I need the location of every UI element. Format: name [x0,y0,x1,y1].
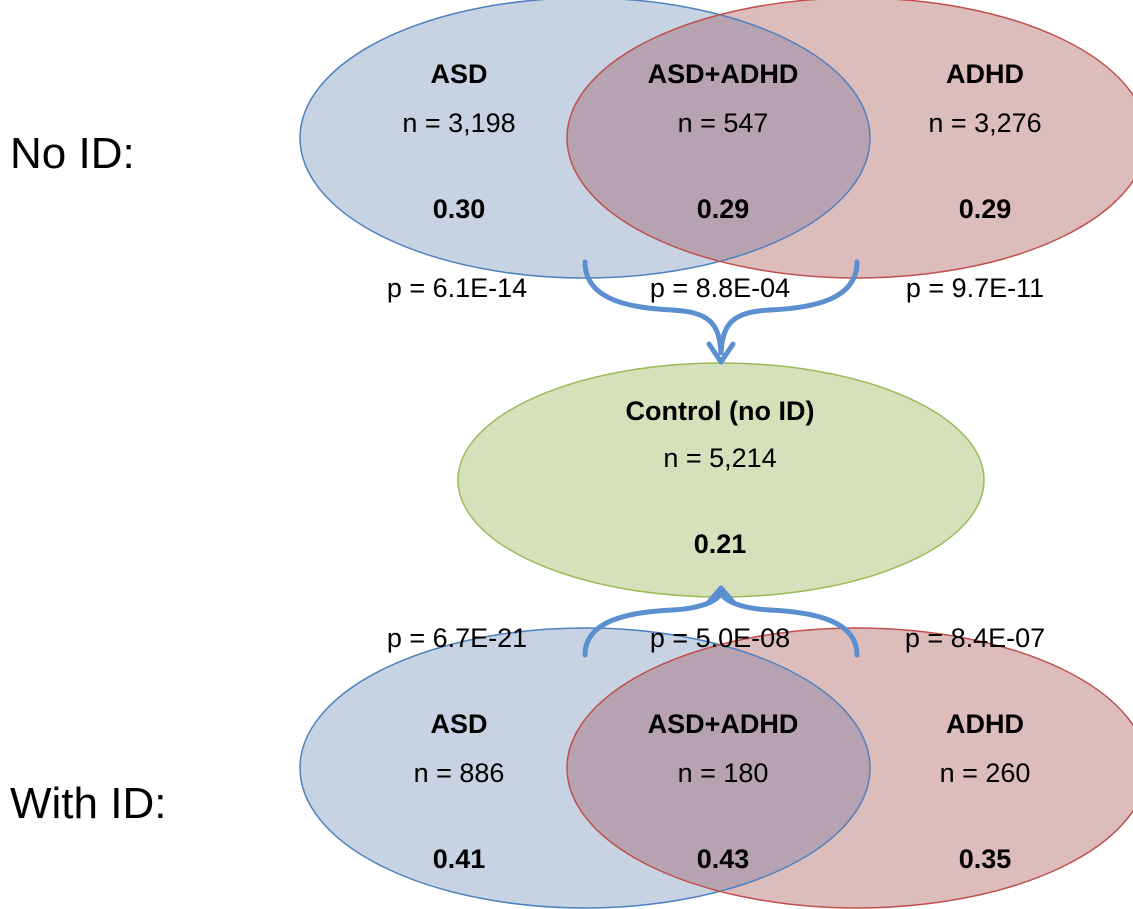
with-id-p-both: p = 5.0E-08 [650,623,790,653]
no-id-both-value: 0.29 [697,194,750,224]
bottom-brace-arrow [582,585,860,658]
with-id-overlap [567,628,870,908]
with-id-asd-value: 0.41 [433,844,486,874]
with-id-adhd-value: 0.35 [959,844,1012,874]
no-id-overlap [567,0,870,278]
with-id-both-title: ASD+ADHD [648,709,799,739]
with-id-p-adhd: p = 8.4E-07 [905,623,1045,653]
with-id-asd-count: n = 886 [414,758,505,788]
top-brace-arrow [582,259,860,365]
no-id-asd-value: 0.30 [433,194,486,224]
no-id-both-count: n = 547 [678,108,769,138]
with-id-both-count: n = 180 [678,758,769,788]
no-id-asd-count: n = 3,198 [402,108,515,138]
with-id-label: With ID: [10,779,166,828]
no-id-adhd-title: ADHD [946,59,1024,89]
with-id-asd-title: ASD [430,709,487,739]
with-id-p-asd: p = 6.7E-21 [387,623,527,653]
with-id-both-value: 0.43 [697,844,750,874]
with-id-adhd-count: n = 260 [940,758,1031,788]
no-id-asd-title: ASD [430,59,487,89]
no-id-p-asd: p = 6.1E-14 [387,273,527,303]
no-id-adhd-count: n = 3,276 [928,108,1041,138]
control-title: Control (no ID) [626,396,815,426]
with-id-venn [299,627,1133,909]
no-id-both-title: ASD+ADHD [648,59,799,89]
no-id-label: No ID: [10,129,135,178]
no-id-p-adhd: p = 9.7E-11 [906,273,1044,303]
control-value: 0.21 [694,529,747,559]
no-id-adhd-value: 0.29 [959,194,1012,224]
no-id-venn [299,0,1133,279]
control-count: n = 5,214 [663,443,776,473]
with-id-adhd-title: ADHD [946,709,1024,739]
no-id-p-both: p = 8.8E-04 [650,273,790,303]
